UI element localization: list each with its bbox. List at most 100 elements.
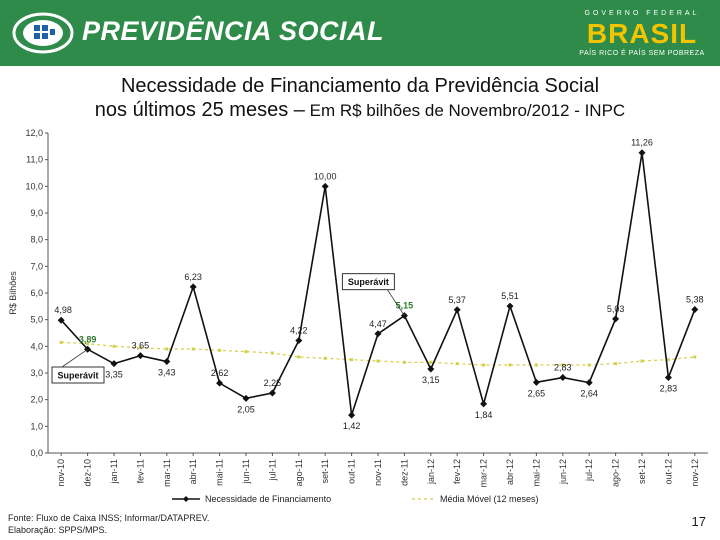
financing-data-point	[612, 315, 620, 323]
footer-notes: Fonte: Fluxo de Caixa INSS; Informar/DAT…	[8, 512, 209, 536]
previdencia-logo-icon	[12, 12, 74, 54]
annotation-pointer	[387, 289, 405, 316]
x-tick-label: nov-10	[56, 459, 66, 487]
annotation-label: Superávit	[348, 277, 389, 287]
data-label: 2,83	[660, 384, 678, 394]
data-label: 3,43	[158, 368, 176, 378]
page-number: 17	[691, 514, 706, 529]
gov-top-text: GOVERNO FEDERAL	[584, 10, 700, 17]
financing-data-point	[136, 352, 144, 360]
financing-line-chart: 0,0 1,0 2,0 3,0 4,0 5,0 6,0 7,0 8,0 9,0 10,0 11,0 12…	[8, 128, 708, 504]
x-tick-label: dez-11	[399, 459, 409, 486]
moving-average-point	[482, 363, 486, 367]
x-tick-label: mar-11	[162, 459, 172, 487]
x-tick-label: fev-11	[135, 459, 145, 483]
moving-average-point	[59, 340, 63, 344]
financing-data-point	[638, 149, 646, 157]
x-tick-label: jan-12	[426, 459, 436, 485]
x-tick-label: dez-10	[83, 459, 93, 487]
financing-data-point	[216, 379, 224, 387]
moving-average-point	[297, 355, 301, 359]
moving-average-point	[455, 362, 459, 366]
data-label: 2,65	[528, 388, 546, 398]
x-tick-label: abr-11	[188, 459, 198, 484]
moving-average-point	[165, 347, 169, 351]
financing-data-point	[532, 378, 540, 386]
financing-data-point	[110, 360, 118, 368]
title-line-1: Necessidade de Financiamento da Previdên…	[120, 75, 600, 97]
y-axis-label: R$ Bilhões	[8, 271, 18, 315]
gov-main-text: BRASIL	[586, 18, 698, 49]
moving-average-point	[666, 358, 670, 362]
x-tick-label: jun-12	[558, 459, 568, 485]
financing-data-point	[453, 306, 461, 314]
data-label: 11,26	[631, 138, 653, 148]
moving-average-point	[587, 363, 591, 367]
y-tick-label: 0,0	[30, 448, 43, 458]
data-label: 2,25	[264, 378, 282, 388]
moving-average-point	[429, 360, 433, 364]
y-tick-label: 6,0	[30, 288, 43, 298]
financing-data-point	[321, 182, 329, 190]
data-label: 1,42	[343, 421, 361, 431]
legend-label-moving-average: Média Móvel (12 meses)	[440, 494, 539, 504]
moving-average-point	[508, 363, 512, 367]
data-label: 10,00	[314, 171, 337, 181]
financing-data-point	[480, 400, 488, 408]
x-tick-label: set-11	[320, 459, 330, 483]
y-tick-label: 12,0	[25, 128, 43, 138]
governo-federal-logo: GOVERNO FEDERAL BRASIL PAÍS RICO É PAÍS …	[572, 10, 712, 60]
y-tick-label: 1,0	[30, 421, 43, 431]
x-tick-label: out-11	[347, 459, 357, 484]
moving-average-point	[218, 348, 222, 352]
footer-elaboration: Elaboração: SPPS/MPS.	[8, 525, 108, 535]
x-tick-label: set-12	[637, 459, 647, 484]
financing-data-point	[295, 336, 303, 344]
x-tick-label: jul-12	[584, 459, 594, 482]
data-label: 3,89	[79, 334, 97, 344]
y-tick-label: 4,0	[30, 341, 43, 351]
data-label: 6,23	[184, 272, 202, 282]
data-label: 3,65	[132, 341, 150, 351]
data-label: 3,15	[422, 375, 440, 385]
moving-average-point	[640, 359, 644, 363]
legend-label-financing: Necessidade de Financiamento	[205, 494, 331, 504]
moving-average-point	[112, 344, 116, 348]
data-label: 5,03	[607, 304, 625, 314]
x-tick-label: jan-11	[109, 459, 119, 484]
financing-data-point	[664, 374, 672, 382]
data-label: 2,64	[580, 389, 598, 399]
y-tick-label: 8,0	[30, 235, 43, 245]
data-label: 4,47	[369, 319, 387, 329]
y-tick-label: 11,0	[26, 155, 43, 165]
title-line-2: nos últimos 25 meses – Em R$ bilhões de …	[0, 98, 720, 123]
title-line-2-unit: Em R$ bilhões de Novembro/2012 - INPC	[304, 101, 626, 120]
financing-data-point	[559, 374, 567, 382]
financing-data-point	[691, 306, 699, 314]
data-label: 2,62	[211, 368, 229, 378]
moving-average-point	[191, 347, 195, 351]
moving-average-point	[561, 363, 565, 367]
data-label: 4,98	[54, 305, 72, 315]
brand-title: PREVIDÊNCIA SOCIAL	[82, 16, 385, 46]
financing-data-point	[506, 302, 514, 310]
y-tick-label: 7,0	[30, 261, 43, 271]
data-label: 5,15	[396, 301, 414, 311]
x-tick-label: fev-12	[452, 459, 462, 484]
x-tick-label: nov-11	[373, 459, 383, 486]
x-tick-label: mai-11	[215, 459, 225, 486]
moving-average-point	[376, 359, 380, 363]
data-label: 3,35	[105, 370, 123, 380]
annotation-label: Superávit	[57, 371, 98, 381]
x-tick-label: jun-11	[241, 459, 251, 484]
y-tick-label: 3,0	[30, 368, 43, 378]
financing-data-point	[427, 365, 435, 373]
slide-title: Necessidade de Financiamento da Previdên…	[0, 74, 720, 123]
x-tick-label: ago-12	[611, 459, 621, 487]
x-tick-label: abr-12	[505, 459, 515, 485]
financing-data-point	[57, 316, 65, 324]
data-label: 4,22	[290, 325, 308, 335]
moving-average-point	[693, 355, 697, 359]
x-tick-label: ago-11	[294, 459, 304, 486]
financing-data-point	[242, 394, 250, 402]
